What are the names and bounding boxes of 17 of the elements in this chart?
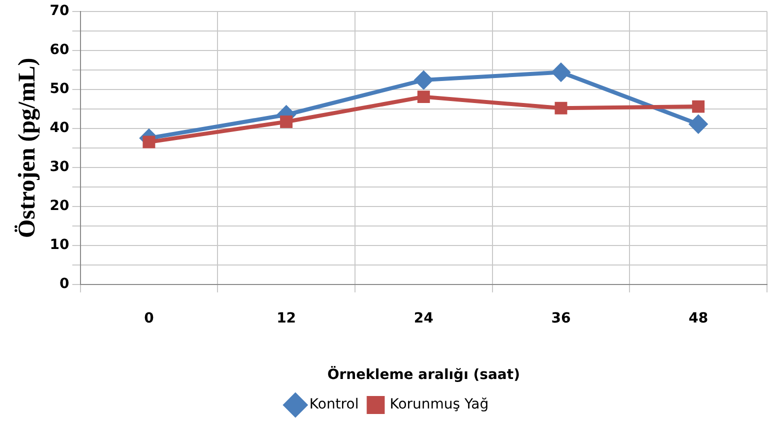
y-tick-label: 40 [50,120,70,136]
y-tick-label: 20 [50,198,70,214]
legend-label: Korunmuş Yağ [390,396,489,413]
x-tick-label: 48 [688,310,708,326]
legend-label: Kontrol [309,396,359,413]
x-tick-label: 12 [276,310,296,326]
y-tick-label: 50 [50,81,70,98]
x-axis-title: Örnekleme aralığı (saat) [327,366,520,384]
y-tick-label: 70 [50,3,70,20]
x-tick-label: 0 [144,310,154,326]
x-tick-label: 36 [551,310,571,326]
x-tick-label: 24 [414,310,434,326]
y-tick-label: 0 [60,276,70,292]
y-tick-label: 10 [50,237,70,254]
y-tick-label: 60 [50,42,70,58]
y-tick-label: 30 [50,159,70,176]
y-axis-title: Östrojen (pg/mL) [14,58,41,238]
